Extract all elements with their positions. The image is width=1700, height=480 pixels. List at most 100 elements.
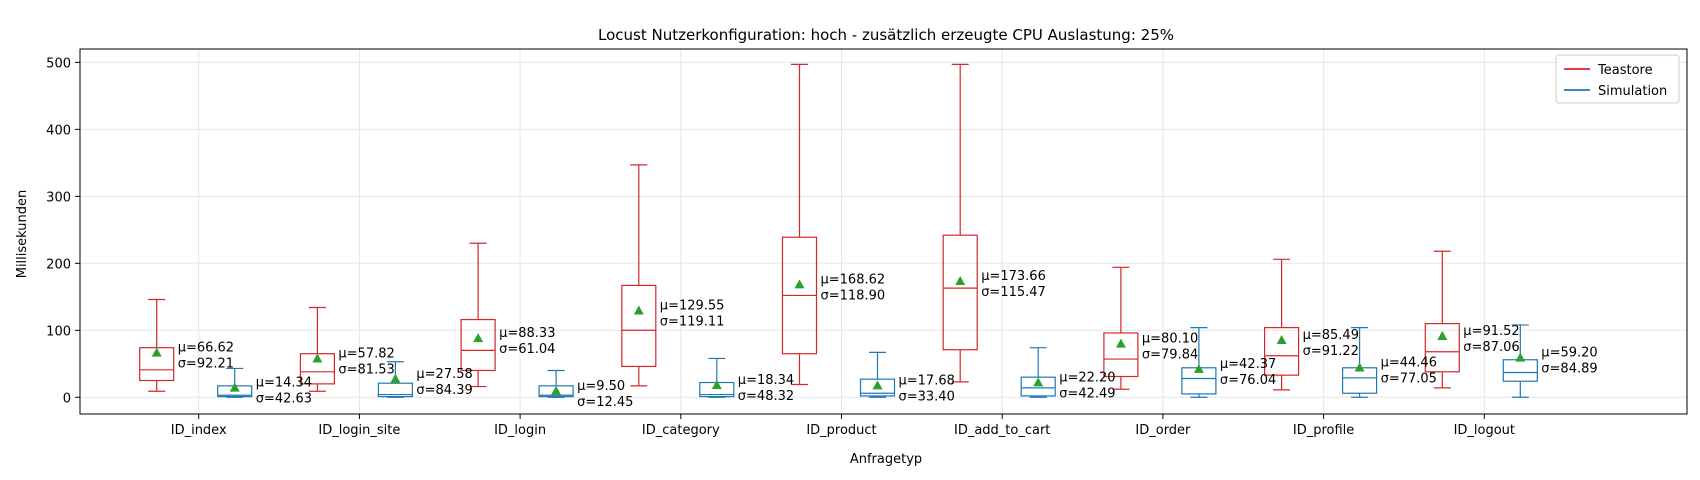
mean-label: μ=57.82: [338, 347, 394, 362]
mean-label: μ=173.66: [981, 269, 1046, 284]
box-simulation-ID_login_site: μ=27.58σ=84.39: [377, 361, 473, 398]
mean-marker: [473, 333, 484, 343]
box-iqr: [621, 284, 657, 368]
x-tick-label: ID_logout: [1454, 423, 1515, 438]
grid: [80, 49, 1687, 414]
x-tick-label: ID_index: [171, 423, 227, 438]
mean-label: μ=27.58: [416, 367, 472, 382]
y-tick-label: 400: [46, 123, 71, 138]
x-tick-label: ID_profile: [1293, 423, 1354, 438]
mean-marker: [1115, 338, 1126, 348]
y-axis: 0 100 200 300 400 500: [46, 56, 80, 406]
box-iqr: [942, 234, 978, 351]
legend-label-simulation: Simulation: [1598, 84, 1667, 99]
box-simulation-ID_index: μ=14.34σ=42.63: [217, 367, 312, 407]
mean-marker: [229, 382, 240, 392]
box-teastore-ID_add_to_cart: μ=173.66σ=115.47: [942, 63, 1046, 383]
mean-label: μ=168.62: [821, 272, 886, 287]
legend-box: [1555, 54, 1680, 104]
box-iqr: [859, 378, 896, 397]
mean-label: μ=129.55: [660, 298, 725, 313]
std-label: σ=42.63: [256, 392, 312, 407]
plot-frame: [79, 48, 1688, 415]
box-simulation-ID_category: μ=18.34σ=48.32: [699, 357, 794, 404]
std-label: σ=92.21: [178, 357, 234, 372]
x-axis: ID_index ID_login_site ID_login ID_category…: [171, 414, 1515, 438]
mean-label: μ=14.34: [256, 376, 312, 391]
y-tick-label: 300: [46, 190, 71, 205]
std-label: σ=12.45: [577, 395, 633, 410]
mean-marker: [151, 347, 162, 357]
mean-marker: [312, 353, 323, 363]
std-label: σ=79.84: [1142, 348, 1198, 363]
mean-marker: [1193, 363, 1204, 373]
std-label: σ=77.05: [1381, 371, 1437, 386]
box-teastore-ID_product: μ=168.62σ=118.90: [781, 63, 886, 386]
mean-marker: [633, 305, 644, 315]
std-label: σ=81.53: [338, 363, 394, 378]
std-label: σ=91.22: [1303, 344, 1359, 359]
box-iqr: [1424, 322, 1460, 373]
box-iqr: [1263, 327, 1300, 376]
box-iqr: [377, 382, 413, 398]
box-simulation-ID_login: μ=9.50σ=12.45: [538, 369, 633, 410]
box-iqr: [1502, 359, 1538, 382]
std-label: σ=115.47: [981, 285, 1046, 300]
mean-marker: [955, 275, 966, 285]
std-label: σ=84.39: [416, 383, 472, 398]
mean-marker: [872, 380, 883, 390]
box-simulation-ID_product: μ=17.68σ=33.40: [859, 351, 955, 404]
mean-label: μ=85.49: [1303, 328, 1359, 343]
legend: Teastore Simulation: [1555, 54, 1680, 104]
box-teastore-ID_profile: μ=85.49σ=91.22: [1263, 258, 1359, 391]
boxes: μ=66.62σ=92.21 μ=57.82σ=81.53 μ=88.33σ=61.…: [139, 63, 1598, 410]
y-tick-label: 100: [46, 324, 71, 339]
chart-title: Locust Nutzerkonfiguration: hoch - zusät…: [598, 26, 1174, 44]
mean-label: μ=42.37: [1220, 357, 1276, 372]
mean-marker: [1354, 362, 1365, 372]
mean-label: μ=17.68: [899, 373, 955, 388]
mean-marker: [390, 373, 401, 383]
mean-label: μ=80.10: [1142, 332, 1198, 347]
box-teastore-ID_category: μ=129.55σ=119.11: [621, 164, 725, 387]
mean-label: μ=44.46: [1381, 355, 1437, 370]
mean-label: μ=59.20: [1541, 346, 1597, 361]
box-teastore-ID_login_site: μ=57.82σ=81.53: [299, 306, 395, 392]
std-label: σ=119.11: [660, 314, 725, 329]
x-tick-label: ID_category: [642, 423, 720, 438]
box-iqr: [538, 385, 574, 398]
box-teastore-ID_logout: μ=91.52σ=87.06: [1424, 250, 1520, 389]
box-simulation-ID_add_to_cart: μ=22.20σ=42.49: [1020, 347, 1116, 401]
mean-marker: [551, 385, 562, 395]
mean-label: μ=22.20: [1059, 370, 1115, 385]
x-tick-label: ID_login_site: [318, 423, 400, 438]
y-tick-label: 500: [46, 56, 71, 71]
y-tick-label: 0: [63, 391, 71, 406]
mean-marker: [1033, 377, 1044, 387]
box-simulation-ID_order: μ=42.37σ=76.04: [1181, 327, 1276, 398]
box-teastore-ID_login: μ=88.33σ=61.04: [460, 242, 555, 388]
y-axis-label: Millisekunden: [15, 190, 30, 279]
std-label: σ=76.04: [1220, 373, 1276, 388]
std-label: σ=42.49: [1059, 386, 1115, 401]
mean-marker: [1276, 335, 1287, 345]
std-label: σ=33.40: [899, 389, 955, 404]
std-label: σ=87.06: [1463, 340, 1519, 355]
std-label: σ=118.90: [821, 288, 886, 303]
legend-label-teastore: Teastore: [1597, 63, 1653, 78]
box-teastore-ID_order: μ=80.10σ=79.84: [1103, 266, 1198, 390]
x-tick-label: ID_product: [806, 423, 876, 438]
mean-marker: [711, 379, 722, 389]
std-label: σ=61.04: [499, 342, 555, 357]
mean-label: μ=88.33: [499, 326, 555, 341]
box-iqr: [1020, 376, 1056, 397]
mean-label: μ=91.52: [1463, 324, 1519, 339]
mean-label: μ=9.50: [577, 379, 625, 394]
x-tick-label: ID_add_to_cart: [954, 423, 1050, 438]
mean-label: μ=66.62: [178, 341, 234, 356]
x-tick-label: ID_order: [1135, 423, 1191, 438]
mean-marker: [1437, 330, 1448, 340]
box-simulation-ID_profile: μ=44.46σ=77.05: [1341, 327, 1437, 398]
box-iqr: [460, 318, 496, 372]
